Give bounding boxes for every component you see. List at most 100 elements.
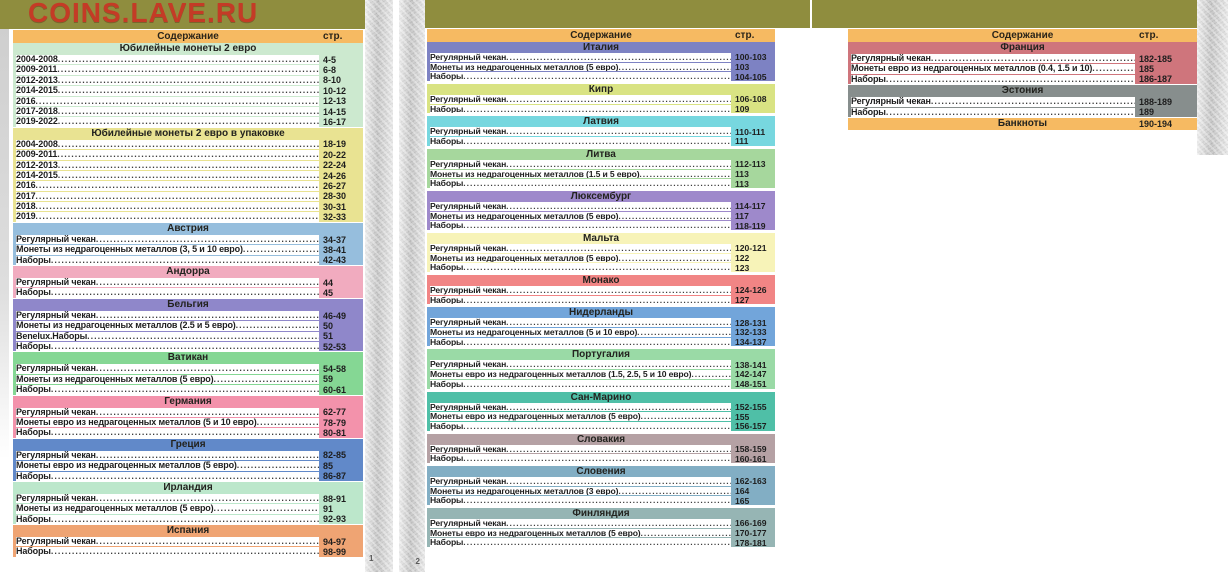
toc-row-body: Регулярный чекан bbox=[16, 450, 319, 461]
toc-row-body: Монеты из недрагоценных металлов (3, 5 и… bbox=[16, 245, 319, 255]
toc-header-page-label: стр. bbox=[1139, 30, 1159, 41]
toc-row-label: Наборы bbox=[430, 263, 464, 272]
dot-leader bbox=[506, 202, 731, 211]
toc-row-pages: 142-147 bbox=[735, 369, 767, 380]
dot-leader bbox=[506, 477, 731, 486]
toc-row-body: Монеты евро из недрагоценных металлов (5… bbox=[16, 417, 319, 428]
toc-row: Регулярный чекан 88-91 bbox=[13, 494, 363, 504]
toc-row-pages: 32-33 bbox=[323, 212, 347, 223]
section-title: Кипр bbox=[588, 84, 614, 96]
dot-leader bbox=[639, 170, 731, 179]
toc-row-pages: 134-137 bbox=[735, 337, 767, 348]
toc-row-body: 2019 bbox=[16, 212, 319, 222]
section-header: Бельгия bbox=[13, 299, 363, 311]
toc-row: Наборы 123 bbox=[427, 262, 775, 273]
toc-row: Монеты евро из недрагоценных металлов (5… bbox=[13, 417, 363, 428]
toc-section: Монако Регулярный чекан 124-126 Наборы 127 bbox=[427, 275, 775, 305]
toc-section: Италия Регулярный чекан 100-103 Монеты из н… bbox=[427, 42, 775, 82]
toc-row-body: Наборы bbox=[430, 179, 731, 188]
toc-row: 2004-2008 4-5 bbox=[13, 55, 363, 65]
toc-header-contents-label: Содержание bbox=[991, 30, 1054, 41]
toc-table-3: Содержание стр. Франция Регулярный чекан 182… bbox=[848, 29, 1197, 130]
toc-row: Монеты из недрагоценных металлов (2.5 и … bbox=[13, 321, 363, 331]
dot-leader bbox=[463, 105, 731, 114]
toc-row-pages: 45 bbox=[323, 288, 334, 299]
toc-row-body: 2012-2013 bbox=[16, 160, 319, 170]
toc-row-label: Наборы bbox=[16, 514, 51, 524]
section-title: Эстония bbox=[1001, 85, 1044, 97]
dot-leader bbox=[463, 179, 731, 188]
toc-row: 2016 12-13 bbox=[13, 96, 363, 106]
toc-row-pages: 38-41 bbox=[323, 244, 347, 255]
toc-row-label: 2019 bbox=[16, 212, 36, 222]
toc-header-row: Содержание стр. bbox=[848, 29, 1197, 42]
toc-row: Регулярный чекан 188-189 bbox=[848, 97, 1197, 107]
toc-row-pages: 185 bbox=[1139, 64, 1155, 75]
toc-row-label: Benelux.Наборы bbox=[16, 331, 88, 341]
dot-leader bbox=[1092, 64, 1135, 73]
dot-leader bbox=[931, 54, 1135, 63]
toc-row: Регулярный чекан 106-108 bbox=[427, 94, 775, 104]
section-title: Австрия bbox=[167, 222, 209, 234]
toc-row: 2012-2013 8-10 bbox=[13, 75, 363, 85]
toc-row-label: Регулярный чекан bbox=[430, 127, 507, 137]
toc-row-body: Монеты из недрагоценных металлов (5 евро… bbox=[430, 62, 731, 72]
toc-row-label: 2009-2011 bbox=[16, 150, 58, 160]
dot-leader bbox=[463, 296, 731, 305]
dot-leader bbox=[641, 412, 732, 421]
toc-row-pages: 52-53 bbox=[323, 341, 347, 352]
toc-section: Ватикан Регулярный чекан 54-58 Монеты из не… bbox=[13, 352, 363, 395]
toc-row-body: Регулярный чекан bbox=[430, 201, 731, 211]
dot-leader bbox=[243, 245, 319, 254]
toc-row-label: 2012-2013 bbox=[16, 75, 58, 85]
dot-leader bbox=[51, 547, 319, 556]
toc-row: 2004-2008 18-19 bbox=[13, 139, 363, 150]
toc-row-label: Монеты из недрагоценных металлов (5 и 10… bbox=[430, 328, 638, 337]
toc-row-body: 2019-2022 bbox=[16, 117, 319, 127]
toc-row-label: Регулярный чекан bbox=[430, 159, 507, 169]
section-header: Эстония bbox=[848, 85, 1197, 97]
toc-row-body: Регулярный чекан bbox=[430, 318, 731, 328]
page-edge-strip-right bbox=[1197, 0, 1228, 155]
toc-row: Регулярный чекан 34-37 bbox=[13, 234, 363, 245]
toc-row-body: Монеты из недрагоценных металлов (5 и 10… bbox=[430, 328, 731, 337]
toc-row-body: Регулярный чекан bbox=[430, 476, 731, 486]
toc-section: Бельгия Регулярный чекан 46-49 Монеты из не… bbox=[13, 298, 363, 352]
toc-section: Финляндия Регулярный чекан 166-169 Монеты е… bbox=[427, 508, 775, 548]
toc-row-label: Регулярный чекан bbox=[851, 97, 931, 107]
toc-row-pages: 80-81 bbox=[323, 428, 347, 439]
dot-leader bbox=[51, 256, 319, 265]
toc-header-contents-label: Содержание bbox=[157, 31, 219, 42]
toc-row-pages: 20-22 bbox=[323, 149, 347, 160]
section-title: Испания bbox=[166, 525, 210, 537]
toc-row-body: Наборы bbox=[16, 428, 319, 438]
toc-row-label: Наборы bbox=[430, 179, 464, 188]
toc-row-label: Регулярный чекан bbox=[16, 234, 96, 244]
dot-leader bbox=[96, 408, 319, 417]
toc-row-body: Наборы bbox=[430, 379, 731, 389]
toc-row-label: Монеты евро из недрагоценных металлов (5… bbox=[16, 417, 257, 427]
toc-row-body: Наборы bbox=[16, 514, 319, 525]
toc-row-label: 2009-2011 bbox=[16, 65, 58, 75]
section-title: Андорра bbox=[166, 266, 210, 278]
toc-row-pages: 120-121 bbox=[735, 243, 767, 254]
toc-row-pages: 44 bbox=[323, 277, 334, 288]
toc-row-label: 2019-2022 bbox=[16, 117, 58, 127]
toc-row-pages: 170-177 bbox=[735, 528, 767, 539]
toc-row-pages: 123 bbox=[735, 262, 750, 273]
toc-row: Наборы 111 bbox=[427, 136, 775, 146]
toc-header-row: Содержание стр. bbox=[427, 29, 775, 42]
toc-row: Наборы 178-181 bbox=[427, 538, 775, 548]
toc-row-body: 2004-2008 bbox=[16, 139, 319, 150]
toc-row-pages: 164 bbox=[735, 485, 750, 496]
scan-page-number-1: 1 bbox=[369, 554, 374, 563]
toc-row-pages: 86-87 bbox=[323, 471, 347, 482]
toc-row: 2017 28-30 bbox=[13, 191, 363, 201]
toc-row: Регулярный чекан 82-85 bbox=[13, 450, 363, 461]
toc-row-body: 2014-2015 bbox=[16, 170, 319, 181]
section-header: Франция bbox=[848, 42, 1197, 54]
toc-row-label: Регулярный чекан bbox=[430, 318, 507, 328]
toc-row-body: Монеты евро из недрагоценных металлов (5… bbox=[16, 461, 319, 471]
toc-row: Регулярный чекан 112-113 bbox=[427, 159, 775, 169]
toc-row: Наборы 98-99 bbox=[13, 547, 363, 557]
